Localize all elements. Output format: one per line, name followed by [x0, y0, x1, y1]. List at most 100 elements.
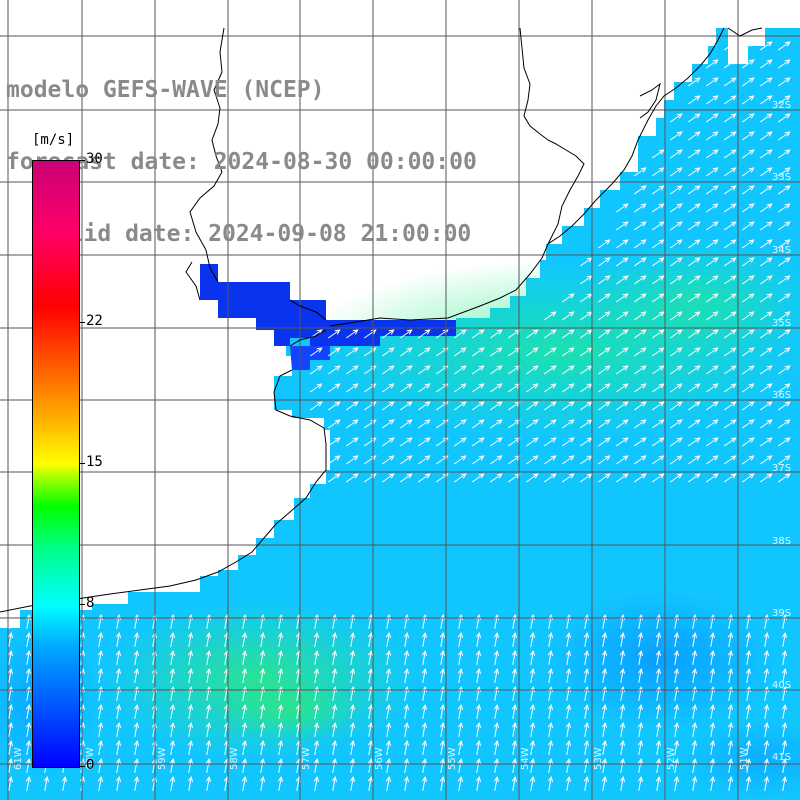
- wind-arrow: [745, 739, 752, 755]
- wind-arrow: [633, 239, 647, 249]
- wind-arrow: [601, 775, 608, 791]
- wind-arrow: [471, 365, 485, 375]
- wind-arrow: [403, 739, 410, 755]
- wind-arrow: [421, 775, 428, 791]
- wind-arrow: [777, 401, 791, 411]
- wind-arrow: [547, 775, 554, 791]
- wind-arrow: [259, 631, 266, 647]
- wind-arrow: [691, 739, 698, 755]
- wind-arrow: [759, 365, 773, 375]
- wind-arrow: [651, 329, 665, 339]
- wind-arrow: [673, 703, 680, 719]
- wind-arrow: [453, 347, 467, 357]
- longitude-label: 54W: [520, 747, 531, 770]
- wind-arrow: [543, 419, 557, 429]
- wind-arrow: [777, 293, 791, 303]
- wind-arrow: [723, 131, 737, 141]
- wind-arrow: [583, 721, 590, 737]
- wind-arrow: [759, 347, 773, 357]
- wind-arrow: [745, 721, 752, 737]
- wind-arrow: [349, 703, 356, 719]
- wind-arrow: [597, 275, 611, 285]
- longitude-label: 58W: [229, 747, 240, 770]
- wind-arrow: [133, 775, 140, 791]
- wind-arrow: [687, 185, 701, 195]
- wind-arrow: [259, 775, 266, 791]
- wind-arrow: [723, 455, 737, 465]
- wind-arrow: [453, 437, 467, 447]
- wind-arrow: [687, 167, 701, 177]
- wind-arrow: [687, 329, 701, 339]
- wind-arrow: [759, 113, 773, 123]
- wind-arrow: [561, 365, 575, 375]
- wind-arrow: [763, 721, 770, 737]
- wind-arrow: [759, 221, 773, 231]
- wind-arrow: [673, 649, 680, 665]
- wind-arrow: [669, 257, 683, 267]
- wind-arrow: [313, 667, 320, 683]
- wind-arrow: [511, 739, 518, 755]
- wind-arrow: [529, 757, 536, 773]
- wind-arrow: [633, 347, 647, 357]
- colorbar-tick-label: 15: [86, 454, 103, 470]
- wind-arrow: [655, 775, 662, 791]
- wind-arrow: [687, 383, 701, 393]
- wind-arrow: [7, 703, 14, 719]
- wind-arrow: [741, 149, 755, 159]
- wind-arrow: [601, 739, 608, 755]
- wind-arrow: [777, 185, 791, 195]
- wind-arrow: [705, 77, 719, 87]
- wind-arrow: [475, 667, 482, 683]
- wind-arrow: [475, 631, 482, 647]
- wind-arrow: [507, 455, 521, 465]
- wind-arrow: [547, 739, 554, 755]
- wind-arrow: [327, 365, 341, 375]
- wind-arrow: [705, 383, 719, 393]
- wind-arrow: [417, 437, 431, 447]
- wind-arrow: [489, 437, 503, 447]
- wind-arrow: [399, 347, 413, 357]
- wind-arrow: [759, 311, 773, 321]
- wind-arrow: [781, 739, 788, 755]
- wind-arrow: [601, 649, 608, 665]
- wind-arrow: [471, 383, 485, 393]
- wind-arrow: [723, 383, 737, 393]
- wind-arrow: [705, 329, 719, 339]
- wind-arrow: [705, 437, 719, 447]
- wind-arrow: [475, 649, 482, 665]
- wind-arrow: [385, 649, 392, 665]
- wind-arrow: [687, 365, 701, 375]
- wind-arrow: [759, 437, 773, 447]
- wind-arrow: [741, 185, 755, 195]
- latitude-label: 39S: [772, 608, 792, 619]
- wind-arrow: [705, 113, 719, 123]
- wind-arrow: [561, 293, 575, 303]
- wind-arrow: [25, 649, 32, 665]
- wind-arrow: [669, 221, 683, 231]
- wind-arrow: [381, 347, 395, 357]
- wind-arrow: [7, 649, 14, 665]
- wind-arrow: [723, 149, 737, 159]
- colorbar-tick-mark: [79, 463, 85, 464]
- wind-arrow: [561, 347, 575, 357]
- wind-arrow: [777, 113, 791, 123]
- wind-arrow: [759, 167, 773, 177]
- wind-arrow: [543, 311, 557, 321]
- wind-arrow: [655, 649, 662, 665]
- wind-arrow: [471, 401, 485, 411]
- wind-arrow: [651, 203, 665, 213]
- wind-arrow: [741, 293, 755, 303]
- wind-arrow: [597, 239, 611, 249]
- wind-arrow: [403, 721, 410, 737]
- wind-arrow: [597, 437, 611, 447]
- wind-arrow: [651, 347, 665, 357]
- wind-arrow: [475, 757, 482, 773]
- wind-arrow: [313, 739, 320, 755]
- wind-arrow: [727, 703, 734, 719]
- wind-arrow: [115, 775, 122, 791]
- wind-arrow: [327, 419, 341, 429]
- wind-arrow: [763, 631, 770, 647]
- wind-arrow: [349, 721, 356, 737]
- wind-arrow: [777, 347, 791, 357]
- wind-arrow: [633, 185, 647, 195]
